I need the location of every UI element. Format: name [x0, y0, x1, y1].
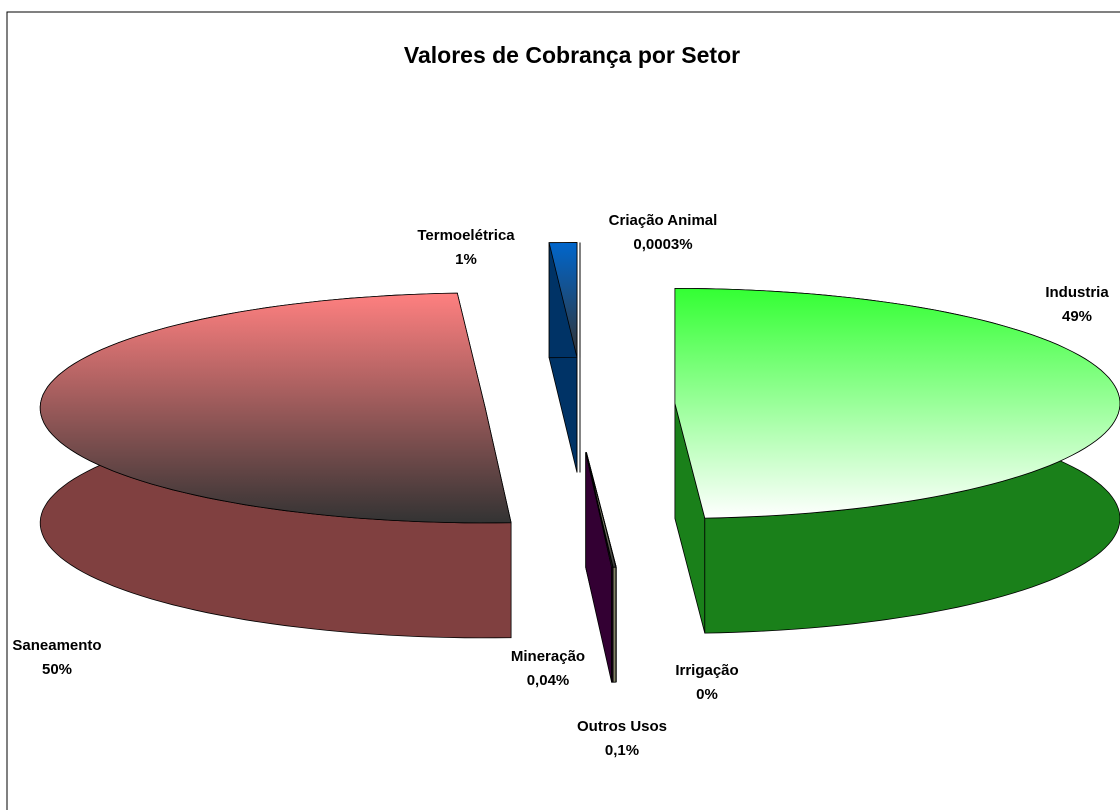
- slice-value-label: 49%: [1062, 308, 1092, 325]
- slice-wall: [612, 566, 617, 683]
- slice-value-label: 50%: [42, 661, 72, 678]
- slice-label: Outros Usos: [577, 718, 667, 735]
- chart-title: Valores de Cobrança por Setor: [404, 42, 740, 68]
- slice-top: [548, 242, 578, 358]
- slice-top: [585, 452, 614, 568]
- slice-top: [39, 292, 512, 524]
- slice: [674, 287, 1120, 634]
- slice-value-label: 0,1%: [605, 742, 639, 759]
- slice-value-label: 0,04%: [527, 672, 570, 689]
- slice-label: Mineração: [511, 648, 585, 665]
- slice-label: Saneamento: [12, 637, 101, 654]
- slice-label: Criação Animal: [609, 212, 718, 229]
- slice-label: Irrigação: [675, 662, 738, 679]
- slice: [39, 292, 512, 639]
- slice-value-label: 1%: [455, 251, 477, 268]
- slice-label: Termoelétrica: [417, 227, 515, 244]
- slice-label: Industria: [1045, 284, 1109, 301]
- slice: [548, 242, 578, 473]
- slice: [585, 452, 614, 683]
- slice-value-label: 0,0003%: [633, 236, 692, 253]
- slice-wall: [611, 566, 614, 683]
- slice-value-label: 0%: [696, 686, 718, 703]
